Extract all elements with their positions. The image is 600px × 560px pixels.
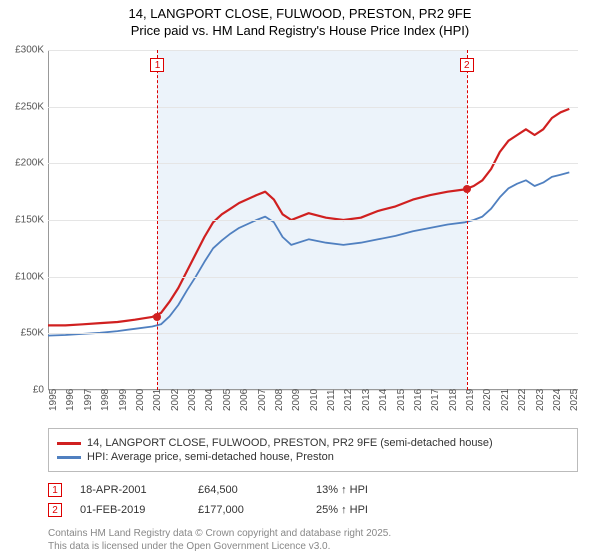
legend-swatch — [57, 456, 81, 459]
footnote-line1: Contains HM Land Registry data © Crown c… — [48, 528, 578, 541]
y-tick-label: £50K — [0, 328, 44, 339]
transaction-row: 2 01-FEB-2019 £177,000 25% ↑ HPI — [48, 500, 578, 520]
transaction-marker-id: 2 — [48, 503, 62, 517]
transaction-price: £64,500 — [198, 484, 298, 496]
x-tick-label: 2004 — [204, 389, 215, 411]
x-tick-label: 2002 — [170, 389, 181, 411]
y-tick-label: £0 — [0, 385, 44, 396]
legend-label: 14, LANGPORT CLOSE, FULWOOD, PRESTON, PR… — [87, 437, 493, 449]
x-tick-label: 2011 — [326, 389, 337, 411]
x-tick-label: 2000 — [135, 389, 146, 411]
transaction-price: £177,000 — [198, 504, 298, 516]
transaction-vs-hpi: 13% ↑ HPI — [316, 484, 416, 496]
legend-label: HPI: Average price, semi-detached house,… — [87, 451, 334, 463]
marker-dot-2 — [463, 185, 471, 193]
grid-line — [48, 107, 578, 108]
grid-line — [48, 220, 578, 221]
x-tick-label: 2021 — [500, 389, 511, 411]
marker-vline-2 — [467, 50, 468, 390]
y-tick-label: £250K — [0, 101, 44, 112]
x-tick-label: 2006 — [239, 389, 250, 411]
x-tick-label: 2020 — [482, 389, 493, 411]
legend-item: HPI: Average price, semi-detached house,… — [57, 451, 569, 463]
x-tick-label: 2012 — [343, 389, 354, 411]
grid-line — [48, 50, 578, 51]
transaction-marker-id: 1 — [48, 483, 62, 497]
x-tick-label: 2001 — [152, 389, 163, 411]
y-tick-label: £200K — [0, 158, 44, 169]
x-tick-label: 2013 — [361, 389, 372, 411]
legend-swatch — [57, 442, 81, 445]
x-tick-label: 2016 — [413, 389, 424, 411]
x-tick-label: 2015 — [396, 389, 407, 411]
transaction-table: 1 18-APR-2001 £64,500 13% ↑ HPI 2 01-FEB-2019… — [48, 480, 578, 520]
x-tick-label: 2018 — [448, 389, 459, 411]
series-line-0 — [48, 109, 569, 326]
title-line2: Price paid vs. HM Land Registry's House … — [10, 23, 590, 40]
marker-dot-1 — [153, 313, 161, 321]
footnote-line2: This data is licensed under the Open Gov… — [48, 541, 578, 554]
grid-line — [48, 163, 578, 164]
marker-vline-1 — [157, 50, 158, 390]
marker-box-1: 1 — [150, 58, 164, 72]
title-line1: 14, LANGPORT CLOSE, FULWOOD, PRESTON, PR… — [10, 6, 590, 23]
transaction-vs-hpi: 25% ↑ HPI — [316, 504, 416, 516]
legend-item: 14, LANGPORT CLOSE, FULWOOD, PRESTON, PR… — [57, 437, 569, 449]
x-tick-label: 2019 — [465, 389, 476, 411]
grid-line — [48, 277, 578, 278]
chart-container: 14, LANGPORT CLOSE, FULWOOD, PRESTON, PR… — [0, 0, 600, 560]
x-tick-label: 1999 — [118, 389, 129, 411]
x-tick-label: 1996 — [65, 389, 76, 411]
chart-title: 14, LANGPORT CLOSE, FULWOOD, PRESTON, PR… — [0, 0, 600, 44]
x-tick-label: 2010 — [309, 389, 320, 411]
x-tick-label: 2025 — [569, 389, 580, 411]
x-tick-label: 1997 — [83, 389, 94, 411]
x-tick-label: 2017 — [430, 389, 441, 411]
x-tick-label: 2014 — [378, 389, 389, 411]
x-tick-label: 1998 — [100, 389, 111, 411]
plot-area: £0£50K£100K£150K£200K£250K£300K199519961… — [48, 50, 578, 390]
x-tick-label: 2022 — [517, 389, 528, 411]
y-tick-label: £150K — [0, 215, 44, 226]
x-tick-label: 2005 — [222, 389, 233, 411]
y-tick-label: £300K — [0, 45, 44, 56]
legend-box: 14, LANGPORT CLOSE, FULWOOD, PRESTON, PR… — [48, 428, 578, 472]
x-tick-label: 1995 — [48, 389, 59, 411]
transaction-date: 01-FEB-2019 — [80, 504, 180, 516]
transaction-date: 18-APR-2001 — [80, 484, 180, 496]
series-line-1 — [48, 172, 569, 335]
footnote: Contains HM Land Registry data © Crown c… — [48, 528, 578, 553]
x-tick-label: 2008 — [274, 389, 285, 411]
x-tick-label: 2009 — [291, 389, 302, 411]
x-tick-label: 2024 — [552, 389, 563, 411]
marker-box-2: 2 — [460, 58, 474, 72]
grid-line — [48, 333, 578, 334]
x-tick-label: 2007 — [257, 389, 268, 411]
x-tick-label: 2023 — [535, 389, 546, 411]
y-tick-label: £100K — [0, 271, 44, 282]
transaction-row: 1 18-APR-2001 £64,500 13% ↑ HPI — [48, 480, 578, 500]
x-tick-label: 2003 — [187, 389, 198, 411]
